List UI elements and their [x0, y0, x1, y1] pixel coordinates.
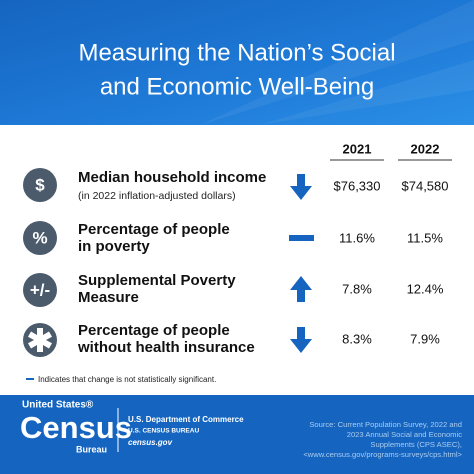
footnote: Indicates that change is not statistical…	[38, 375, 216, 384]
row-label: Supplemental Poverty	[78, 272, 236, 289]
down-arrow	[290, 327, 312, 353]
agency: U.S. CENSUS BUREAU	[128, 428, 199, 435]
source: 2023 Annual Social and Economic	[347, 430, 462, 439]
cell: 7.8%	[342, 281, 372, 296]
icon: $	[35, 175, 45, 194]
source: Source: Current Population Survey, 2022 …	[309, 420, 462, 429]
cell: $76,330	[334, 178, 381, 193]
icon-circle	[23, 273, 57, 307]
logo-main: Census	[20, 410, 132, 445]
row-label: Measure	[78, 289, 139, 306]
cell: $74,580	[402, 178, 449, 193]
title-line: and Economic Well-Being	[100, 73, 374, 100]
row-label: Median household income	[78, 169, 266, 186]
icon-circle	[23, 221, 57, 255]
icon: +/-	[30, 280, 50, 299]
down-arrow	[290, 174, 312, 200]
cell: 12.4%	[407, 281, 444, 296]
header-rays	[200, 0, 474, 125]
cell: 8.3%	[342, 331, 372, 346]
title-line: Measuring the Nation’s Social	[78, 39, 395, 66]
agency: census.gov	[128, 438, 173, 447]
up-arrow	[290, 276, 312, 302]
icon: %	[32, 228, 47, 247]
header-bg	[0, 0, 474, 125]
logo-top: United States®	[22, 400, 94, 411]
column-header: 2022	[411, 141, 440, 156]
footnote-mark	[26, 378, 34, 380]
medical-icon	[28, 328, 52, 352]
source: <www.census.gov/programs-surveys/cps.htm…	[303, 450, 462, 459]
cell: 11.6%	[339, 230, 375, 245]
row-note: (in 2022 inflation-adjusted dollars)	[78, 190, 236, 202]
cell: 7.9%	[410, 331, 440, 346]
source: Supplements (CPS ASEC),	[370, 440, 462, 449]
row-label: Percentage of people	[78, 322, 230, 339]
agency: U.S. Department of Commerce	[128, 415, 244, 424]
column-header: 2021	[343, 141, 372, 156]
no-change-bar	[289, 235, 314, 241]
cell: 11.5%	[407, 230, 443, 245]
row-label: Percentage of people	[78, 221, 230, 238]
logo-bottom: Bureau	[76, 444, 107, 454]
icon-circle	[23, 168, 57, 202]
body-bg	[0, 125, 474, 395]
row-label: without health insurance	[77, 339, 255, 356]
row-label: in poverty	[78, 238, 150, 255]
footer-bg	[0, 395, 474, 474]
